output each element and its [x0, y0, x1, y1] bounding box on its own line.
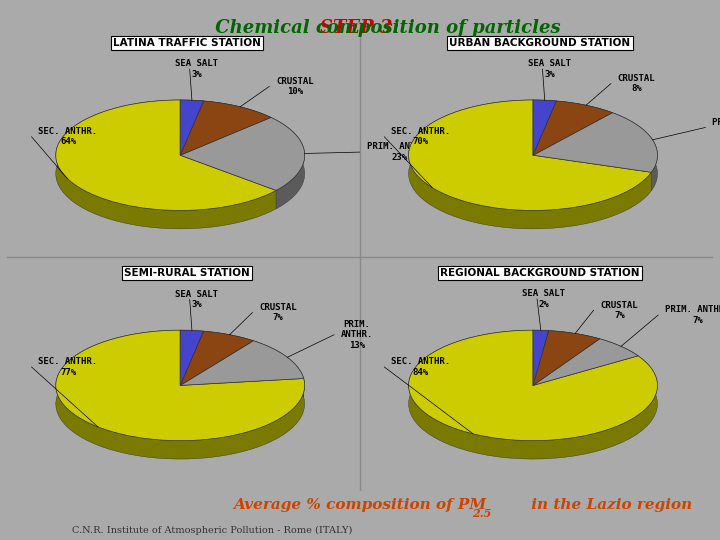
Polygon shape: [55, 330, 305, 441]
Text: in the Lazio region: in the Lazio region: [526, 498, 692, 512]
Polygon shape: [533, 339, 638, 386]
Polygon shape: [253, 341, 304, 397]
Polygon shape: [533, 101, 612, 155]
Text: Chemical composition of particles: Chemical composition of particles: [159, 19, 561, 37]
Polygon shape: [533, 100, 557, 155]
Text: SEA SALT
3%: SEA SALT 3%: [175, 289, 218, 309]
Text: CRUSTAL
7%: CRUSTAL 7%: [600, 301, 638, 320]
Text: PRIM. ANTHR.
19%: PRIM. ANTHR. 19%: [712, 118, 720, 137]
Polygon shape: [533, 113, 657, 172]
Polygon shape: [204, 101, 271, 136]
Polygon shape: [204, 331, 253, 359]
Text: SEA SALT
3%: SEA SALT 3%: [175, 59, 218, 79]
Text: SEC. ANTHR.
77%: SEC. ANTHR. 77%: [38, 357, 98, 377]
Text: LATINA TRAFFIC STATION: LATINA TRAFFIC STATION: [113, 38, 261, 48]
Polygon shape: [180, 100, 204, 155]
Polygon shape: [533, 330, 549, 386]
Text: SEC. ANTHR.
84%: SEC. ANTHR. 84%: [391, 357, 451, 377]
Polygon shape: [600, 339, 638, 374]
Text: CRUSTAL
7%: CRUSTAL 7%: [259, 303, 297, 322]
Text: Average % composition of PM: Average % composition of PM: [233, 498, 487, 512]
Text: SEC. ANTHR.
70%: SEC. ANTHR. 70%: [391, 127, 451, 146]
Polygon shape: [55, 100, 276, 211]
Polygon shape: [180, 117, 305, 191]
Polygon shape: [533, 330, 600, 386]
Text: SEA SALT
3%: SEA SALT 3%: [528, 59, 571, 79]
Polygon shape: [271, 117, 305, 209]
Polygon shape: [533, 330, 549, 349]
Polygon shape: [180, 331, 253, 386]
Text: PRIM. ANTHR.
23%: PRIM. ANTHR. 23%: [366, 143, 431, 162]
Polygon shape: [549, 330, 600, 357]
Polygon shape: [533, 100, 557, 119]
Polygon shape: [409, 330, 657, 459]
Text: CRUSTAL
10%: CRUSTAL 10%: [276, 77, 314, 96]
Polygon shape: [180, 341, 304, 386]
Text: 2.5: 2.5: [472, 508, 491, 519]
Polygon shape: [408, 100, 652, 211]
Text: PRIM. ANTHR.
7%: PRIM. ANTHR. 7%: [665, 306, 720, 325]
Text: STEP 3:: STEP 3:: [320, 19, 400, 37]
Text: REGIONAL BACKGROUND STATION: REGIONAL BACKGROUND STATION: [440, 268, 639, 278]
Polygon shape: [180, 330, 204, 349]
Text: URBAN BACKGROUND STATION: URBAN BACKGROUND STATION: [449, 38, 631, 48]
Polygon shape: [612, 113, 657, 191]
Text: SEC. ANTHR.
64%: SEC. ANTHR. 64%: [38, 127, 98, 146]
Polygon shape: [55, 330, 305, 459]
Text: SEA SALT
2%: SEA SALT 2%: [523, 289, 565, 309]
Polygon shape: [409, 330, 657, 441]
Polygon shape: [180, 330, 204, 386]
Text: CRUSTAL
8%: CRUSTAL 8%: [618, 74, 655, 93]
Polygon shape: [180, 100, 204, 119]
Polygon shape: [408, 100, 652, 229]
Polygon shape: [557, 101, 612, 131]
Polygon shape: [180, 101, 271, 155]
Text: C.N.R. Institute of Atmospheric Pollution - Rome (ITALY): C.N.R. Institute of Atmospheric Pollutio…: [72, 526, 352, 535]
Text: SEMI-RURAL STATION: SEMI-RURAL STATION: [125, 268, 250, 278]
Text: PRIM.
ANTHR.
13%: PRIM. ANTHR. 13%: [341, 320, 373, 350]
Polygon shape: [55, 100, 276, 229]
